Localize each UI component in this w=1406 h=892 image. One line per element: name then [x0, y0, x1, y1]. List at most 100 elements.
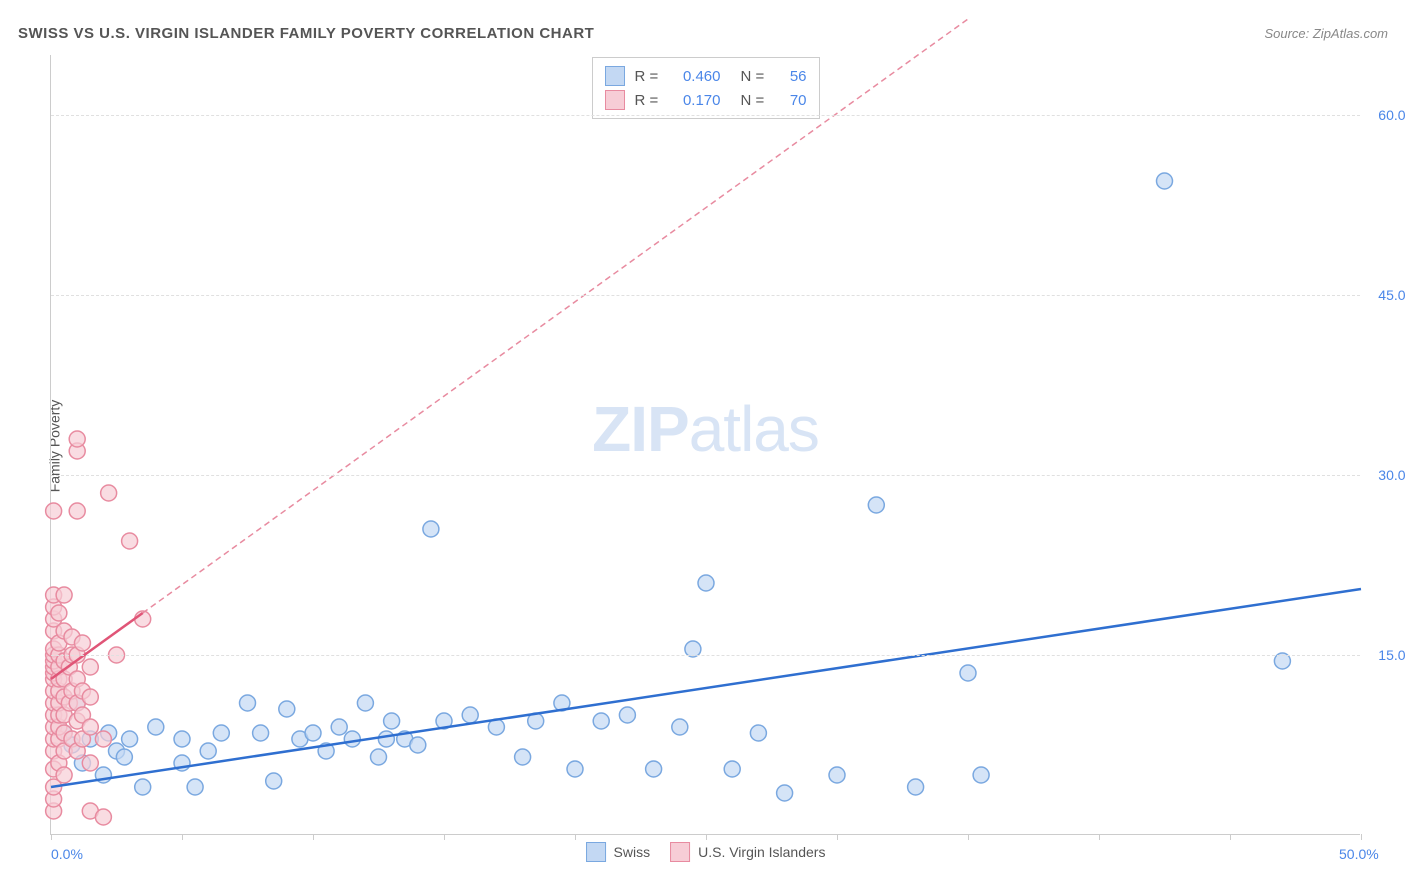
data-point	[344, 731, 360, 747]
legend-swatch	[586, 842, 606, 862]
data-point	[122, 731, 138, 747]
data-point	[82, 755, 98, 771]
stat-r-label: R =	[635, 68, 661, 85]
stat-n-value: 56	[777, 68, 807, 85]
data-point	[973, 767, 989, 783]
data-point	[200, 743, 216, 759]
data-point	[593, 713, 609, 729]
data-point	[423, 521, 439, 537]
data-point	[174, 731, 190, 747]
data-point	[829, 767, 845, 783]
stat-r-value: 0.170	[671, 92, 721, 109]
data-point	[116, 749, 132, 765]
chart-svg	[51, 55, 1360, 834]
chart-source: Source: ZipAtlas.com	[1264, 26, 1388, 41]
x-tick-label: 0.0%	[51, 846, 83, 862]
stat-n-value: 70	[777, 92, 807, 109]
data-point	[253, 725, 269, 741]
stat-n-label: N =	[741, 68, 767, 85]
gridline	[51, 475, 1360, 476]
x-tick-label: 50.0%	[1339, 846, 1379, 862]
data-point	[960, 665, 976, 681]
data-point	[266, 773, 282, 789]
data-point	[82, 689, 98, 705]
data-point	[51, 605, 67, 621]
legend-correlation: R = 0.460 N = 56 R = 0.170 N = 70	[592, 57, 820, 119]
y-tick-label: 30.0%	[1378, 467, 1406, 483]
legend-item: Swiss	[586, 842, 651, 862]
legend-swatch	[605, 90, 625, 110]
trend-line	[51, 589, 1361, 787]
data-point	[646, 761, 662, 777]
data-point	[357, 695, 373, 711]
data-point	[69, 431, 85, 447]
data-point	[378, 731, 394, 747]
y-tick-label: 45.0%	[1378, 287, 1406, 303]
data-point	[777, 785, 793, 801]
data-point	[135, 779, 151, 795]
data-point	[240, 695, 256, 711]
x-tick	[575, 834, 576, 840]
data-point	[82, 719, 98, 735]
data-point	[213, 725, 229, 741]
data-point	[515, 749, 531, 765]
data-point	[619, 707, 635, 723]
data-point	[69, 503, 85, 519]
data-point	[567, 761, 583, 777]
legend-swatch	[670, 842, 690, 862]
legend-label: U.S. Virgin Islanders	[698, 844, 825, 860]
data-point	[82, 659, 98, 675]
gridline	[51, 115, 1360, 116]
stat-r-label: R =	[635, 92, 661, 109]
x-tick	[837, 834, 838, 840]
legend-series: Swiss U.S. Virgin Islanders	[586, 842, 826, 862]
x-tick	[51, 834, 52, 840]
legend-item: U.S. Virgin Islanders	[670, 842, 825, 862]
gridline	[51, 295, 1360, 296]
x-tick	[444, 834, 445, 840]
x-tick	[1099, 834, 1100, 840]
chart-title: SWISS VS U.S. VIRGIN ISLANDER FAMILY POV…	[18, 25, 594, 42]
stat-n-label: N =	[741, 92, 767, 109]
x-tick	[313, 834, 314, 840]
stat-r-value: 0.460	[671, 68, 721, 85]
data-point	[462, 707, 478, 723]
data-point	[56, 767, 72, 783]
chart-header: SWISS VS U.S. VIRGIN ISLANDER FAMILY POV…	[18, 18, 1388, 48]
data-point	[724, 761, 740, 777]
y-tick-label: 60.0%	[1378, 107, 1406, 123]
x-tick	[968, 834, 969, 840]
data-point	[95, 809, 111, 825]
data-point	[56, 587, 72, 603]
data-point	[101, 485, 117, 501]
gridline	[51, 655, 1360, 656]
data-point	[187, 779, 203, 795]
data-point	[371, 749, 387, 765]
data-point	[46, 503, 62, 519]
data-point	[95, 731, 111, 747]
legend-row: R = 0.170 N = 70	[605, 88, 807, 112]
plot-area: ZIPatlas R =0.460N =56R =0.170N =70 Swis…	[50, 55, 1360, 835]
data-point	[868, 497, 884, 513]
data-point	[672, 719, 688, 735]
x-tick	[182, 834, 183, 840]
data-point	[698, 575, 714, 591]
data-point	[410, 737, 426, 753]
legend-row: R = 0.460 N = 56	[605, 64, 807, 88]
x-tick	[1361, 834, 1362, 840]
data-point	[908, 779, 924, 795]
trend-line-dashed	[143, 19, 968, 613]
data-point	[384, 713, 400, 729]
legend-label: Swiss	[614, 844, 651, 860]
data-point	[1157, 173, 1173, 189]
data-point	[305, 725, 321, 741]
data-point	[122, 533, 138, 549]
data-point	[279, 701, 295, 717]
x-tick	[1230, 834, 1231, 840]
legend-swatch	[605, 66, 625, 86]
data-point	[148, 719, 164, 735]
y-tick-label: 15.0%	[1378, 647, 1406, 663]
data-point	[750, 725, 766, 741]
data-point	[74, 635, 90, 651]
data-point	[331, 719, 347, 735]
